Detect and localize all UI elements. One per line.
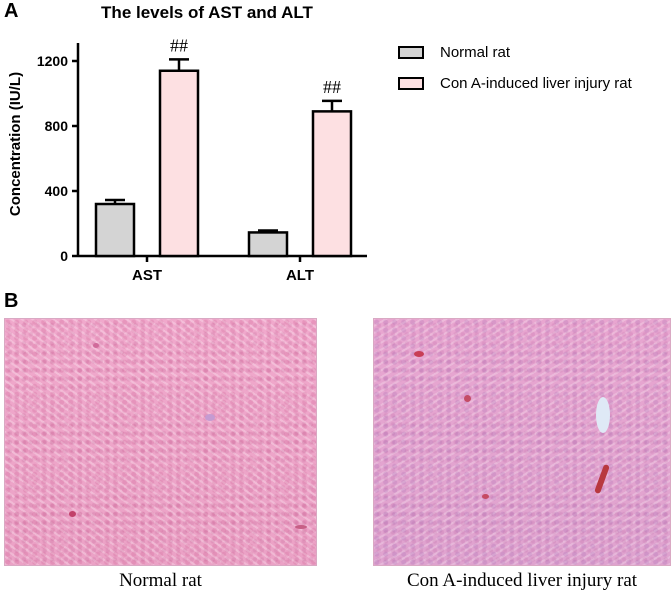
micrograph-injury-rat: [373, 318, 671, 566]
x-tick-label: ALT: [286, 267, 314, 284]
bar: [94, 202, 136, 258]
legend-swatch-normal: [398, 46, 424, 59]
legend-label-injury: Con A-induced liver injury rat: [440, 75, 632, 92]
panel-label-b: B: [4, 290, 19, 312]
tissue-spot: [414, 351, 424, 357]
y-tick-label: 800: [45, 118, 69, 134]
axes: 0 400 800 1200 AST ALT: [37, 43, 367, 284]
tissue-spot: [482, 494, 489, 499]
caption-normal-rat: Normal rat: [119, 570, 202, 591]
bar: [311, 110, 353, 258]
legend-label-normal: Normal rat: [440, 44, 511, 61]
chart-title: The levels of AST and ALT: [101, 3, 314, 22]
tissue-spot: [596, 397, 610, 433]
bar: [247, 231, 289, 258]
legend-swatch-injury: [398, 77, 424, 90]
tissue-spot: [295, 525, 307, 529]
y-tick-label: 1200: [37, 53, 68, 69]
y-axis-label: Concentration (IU/L): [7, 72, 24, 216]
y-tick-label: 0: [60, 248, 68, 264]
caption-injury-rat: Con A-induced liver injury rat: [406, 570, 638, 591]
y-tick-label: 400: [45, 183, 69, 199]
tissue-spot: [69, 511, 76, 517]
bar: [158, 69, 200, 258]
micrograph-normal-rat: [4, 318, 317, 566]
significance-label: ##: [170, 35, 188, 55]
tissue-spot: [594, 463, 610, 495]
bars: ## ##: [94, 35, 353, 258]
tissue-spot: [205, 414, 215, 421]
significance-label: ##: [323, 77, 341, 97]
panel-label-a: A: [4, 0, 19, 22]
bar-chart: The levels of AST and ALT Concentration …: [7, 3, 367, 284]
tissue-spot: [464, 395, 471, 402]
tissue-spot: [93, 343, 99, 348]
x-tick-label: AST: [132, 267, 162, 284]
